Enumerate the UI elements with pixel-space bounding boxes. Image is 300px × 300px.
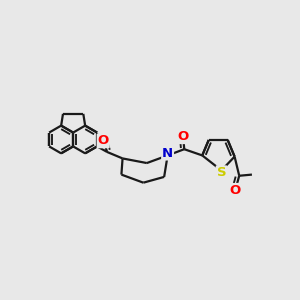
Text: O: O — [230, 184, 241, 197]
Text: O: O — [178, 130, 189, 143]
Text: O: O — [98, 134, 109, 147]
Text: S: S — [217, 166, 226, 179]
Text: N: N — [162, 147, 173, 160]
